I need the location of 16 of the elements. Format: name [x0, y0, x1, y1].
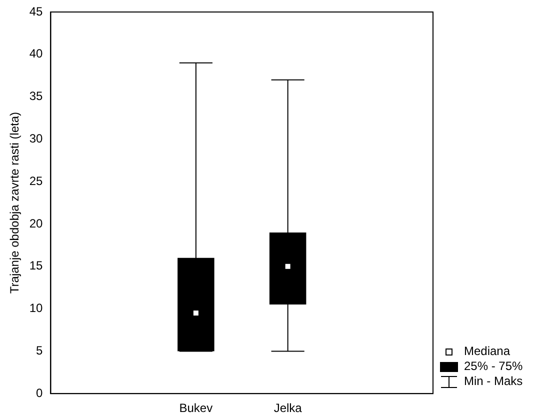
y-axis-title: Trajanje obdobja zavrte rasti (leta) — [8, 112, 22, 294]
y-tick-label: 15 — [29, 258, 44, 273]
y-tick-label: 40 — [29, 46, 44, 61]
y-tick-label: 25 — [29, 174, 44, 188]
text: Mediana — [464, 344, 510, 359]
y-tick-label: 20 — [29, 216, 44, 230]
x-tick-label: Bukev — [179, 401, 213, 416]
y-tick-label: 5 — [36, 344, 44, 358]
y-tick-label: 30 — [29, 132, 44, 146]
y-tick-label: 45 — [29, 4, 44, 18]
text: Min - Maks — [464, 374, 523, 389]
text: 25% - 75% — [464, 359, 523, 374]
y-tick-label: 0 — [36, 386, 44, 400]
x-tick-label: Jelka — [274, 401, 302, 416]
y-tick-label: 35 — [29, 89, 44, 104]
y-tick-label: 10 — [29, 301, 44, 316]
